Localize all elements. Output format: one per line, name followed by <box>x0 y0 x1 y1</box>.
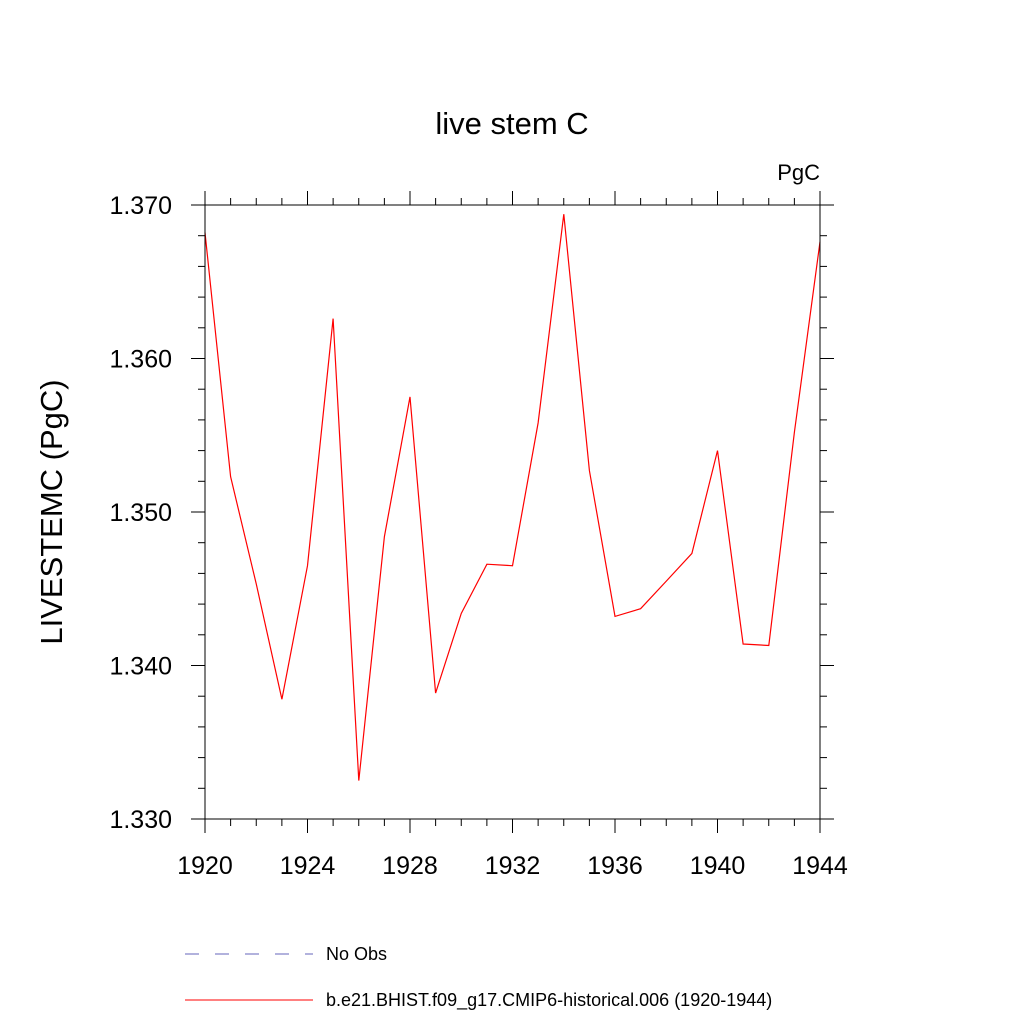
axis-ticks <box>191 191 834 833</box>
units-label: PgC <box>777 160 820 185</box>
y-tick-label: 1.350 <box>109 499 172 527</box>
x-tick-label: 1932 <box>485 852 541 880</box>
x-tick-label: 1920 <box>177 852 233 880</box>
y-tick-labels: 1.330 1.340 1.350 1.360 1.370 <box>109 192 172 834</box>
y-tick-label: 1.370 <box>109 192 172 220</box>
y-tick-label: 1.340 <box>109 653 172 681</box>
x-tick-label: 1936 <box>587 852 643 880</box>
y-axis-label: LIVESTEMC (PgC) <box>34 379 69 644</box>
legend-label: No Obs <box>326 944 387 964</box>
x-tick-label: 1944 <box>792 852 848 880</box>
y-tick-label: 1.360 <box>109 346 172 374</box>
series-layer <box>204 214 821 781</box>
series-line <box>204 214 821 781</box>
x-tick-label: 1924 <box>280 852 336 880</box>
y-tick-label: 1.330 <box>109 806 172 834</box>
chart-title: live stem C <box>435 106 588 141</box>
x-tick-label: 1940 <box>690 852 746 880</box>
x-tick-label: 1928 <box>382 852 438 880</box>
x-tick-labels: 1920 1924 1928 1932 1936 1940 1944 <box>177 852 848 880</box>
plot-frame <box>204 204 821 820</box>
legend: No Obs b.e21.BHIST.f09_g17.CMIP6-historic… <box>185 944 772 1011</box>
legend-label: b.e21.BHIST.f09_g17.CMIP6-historical.006… <box>326 990 772 1011</box>
